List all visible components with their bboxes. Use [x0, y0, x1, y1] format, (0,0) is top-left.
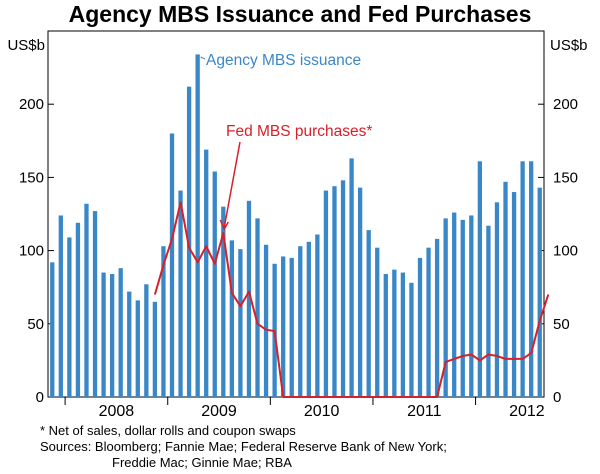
issuance-bar	[452, 212, 457, 397]
left-axis-unit: US$b	[7, 37, 45, 54]
right-y-tick-label: 100	[553, 243, 578, 260]
issuance-bar	[255, 218, 260, 397]
issuance-leader	[200, 56, 206, 60]
issuance-bar	[306, 241, 311, 397]
issuance-bar	[195, 54, 200, 397]
issuance-bar	[229, 240, 235, 397]
issuance-bar	[477, 161, 483, 397]
issuance-bar	[409, 282, 414, 397]
left-y-tick-label: 50	[27, 316, 44, 333]
sources-line-1: Sources: Bloomberg; Fannie Mae; Federal …	[40, 439, 447, 454]
issuance-bar	[537, 187, 542, 397]
issuance-bar	[323, 190, 329, 397]
issuance-bar	[204, 149, 209, 397]
issuance-bar	[92, 211, 98, 397]
issuance-bar	[118, 268, 123, 397]
year-label: 2008	[99, 403, 135, 420]
issuance-bar	[212, 171, 217, 397]
purchases-leader	[223, 141, 241, 228]
issuance-bar	[109, 274, 115, 397]
chart-title: Agency MBS Issuance and Fed Purchases	[69, 1, 532, 27]
footnote: * Net of sales, dollar rolls and coupon …	[40, 423, 296, 438]
issuance-bar	[238, 249, 243, 397]
issuance-bar	[520, 161, 525, 397]
issuance-bar	[75, 222, 81, 397]
right-y-tick-label: 150	[553, 169, 578, 186]
issuance-bar	[383, 274, 388, 397]
left-y-tick-label: 0	[36, 389, 44, 406]
issuance-bar	[486, 225, 491, 397]
issuance-bar	[400, 272, 406, 397]
issuance-bar	[298, 246, 303, 397]
issuance-bar	[469, 215, 474, 397]
issuance-bar	[375, 247, 380, 397]
issuance-bar	[503, 181, 508, 397]
left-y-tick-label: 150	[19, 169, 44, 186]
issuance-bar	[161, 246, 166, 397]
issuance-bar	[186, 86, 192, 397]
purchases-annotation: Fed MBS purchases*	[226, 123, 372, 140]
issuance-bar	[221, 206, 226, 397]
issuance-bar	[169, 133, 175, 398]
year-label: 2009	[201, 403, 237, 420]
issuance-bar	[529, 161, 534, 397]
issuance-bar	[392, 269, 397, 397]
issuance-bar	[443, 218, 448, 397]
sources-line-2: Freddie Mac; Ginnie Mae; RBA	[112, 455, 292, 470]
issuance-bar	[426, 247, 431, 397]
issuance-bar	[289, 257, 294, 397]
issuance-bar	[434, 238, 440, 397]
issuance-bar	[494, 202, 500, 397]
issuance-bar	[58, 215, 63, 397]
issuance-bar	[366, 230, 371, 397]
issuance-bar	[263, 244, 269, 397]
purchases-arrowhead	[219, 219, 229, 231]
issuance-bar	[152, 301, 158, 397]
issuance-bar	[144, 284, 149, 397]
issuance-bar	[281, 256, 286, 397]
left-y-tick-label: 100	[19, 243, 44, 260]
right-y-tick-label: 200	[553, 96, 578, 113]
year-label: 2011	[407, 403, 442, 420]
issuance-bar	[357, 187, 363, 397]
issuance-annotation: Agency MBS issuance	[206, 52, 361, 69]
fed-purchases-line	[153, 201, 550, 398]
issuance-bar	[178, 190, 183, 397]
right-y-tick-label: 50	[553, 316, 570, 333]
issuance-bar	[332, 186, 337, 397]
issuance-bar	[511, 192, 517, 397]
issuance-bar	[135, 300, 140, 397]
issuance-bar	[50, 262, 55, 397]
left-y-tick-label: 200	[19, 96, 44, 113]
issuance-bar	[84, 203, 89, 397]
issuance-bar	[246, 200, 252, 397]
issuance-bar	[101, 272, 106, 397]
issuance-bar	[315, 234, 320, 397]
issuance-bar	[340, 180, 346, 397]
issuance-bar	[460, 219, 465, 397]
year-label: 2010	[304, 403, 340, 420]
issuance-bar	[67, 237, 72, 397]
year-label: 2012	[509, 403, 545, 420]
issuance-bar	[417, 257, 423, 397]
issuance-bar	[349, 158, 354, 397]
issuance-bar	[127, 291, 132, 397]
right-axis-unit: US$b	[550, 37, 588, 54]
right-y-tick-label: 0	[553, 389, 561, 406]
